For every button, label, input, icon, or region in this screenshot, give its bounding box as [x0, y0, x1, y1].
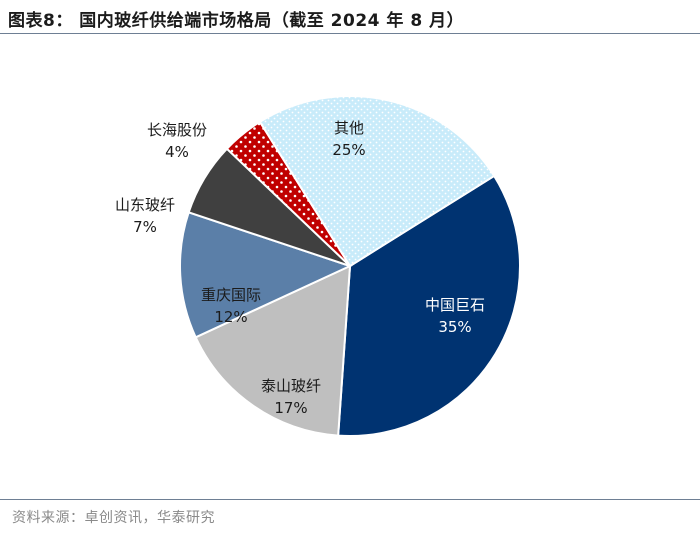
- slice-value-label: 35%: [438, 318, 471, 336]
- slice-name-label: 中国巨石: [425, 296, 485, 314]
- slice-name-label: 其他: [334, 119, 364, 137]
- pie-slice-3: [179, 211, 353, 339]
- slice-value-label: 12%: [214, 308, 247, 326]
- source-note: 资料来源：卓创资讯，华泰研究: [12, 510, 215, 526]
- slice-value-label: 7%: [133, 218, 157, 236]
- pie-labels: 中国巨石 35% 泰山玻纤 17% 重庆国际 12% 山东玻纤 7% 长海股份 4% 其他 25%: [115, 119, 485, 417]
- slice-name-label: 山东玻纤: [115, 196, 175, 214]
- pie-slice-1: [337, 174, 521, 437]
- slice-name-label: 泰山玻纤: [261, 377, 321, 395]
- slice-value-label: 4%: [165, 143, 189, 161]
- pie-slice-6: [258, 95, 496, 268]
- slice-name-label: 重庆国际: [201, 286, 261, 304]
- chart-title: 图表8： 国内玻纤供给端市场格局（截至 2024 年 8 月）: [8, 11, 465, 31]
- title-divider: [0, 33, 700, 34]
- slice-name-label: 长海股份: [147, 121, 207, 139]
- source-divider: [0, 499, 700, 500]
- pie-slice-2: [194, 264, 352, 437]
- slice-value-label: 25%: [332, 141, 365, 159]
- pie-slices: [179, 95, 521, 437]
- slice-value-label: 17%: [274, 399, 307, 417]
